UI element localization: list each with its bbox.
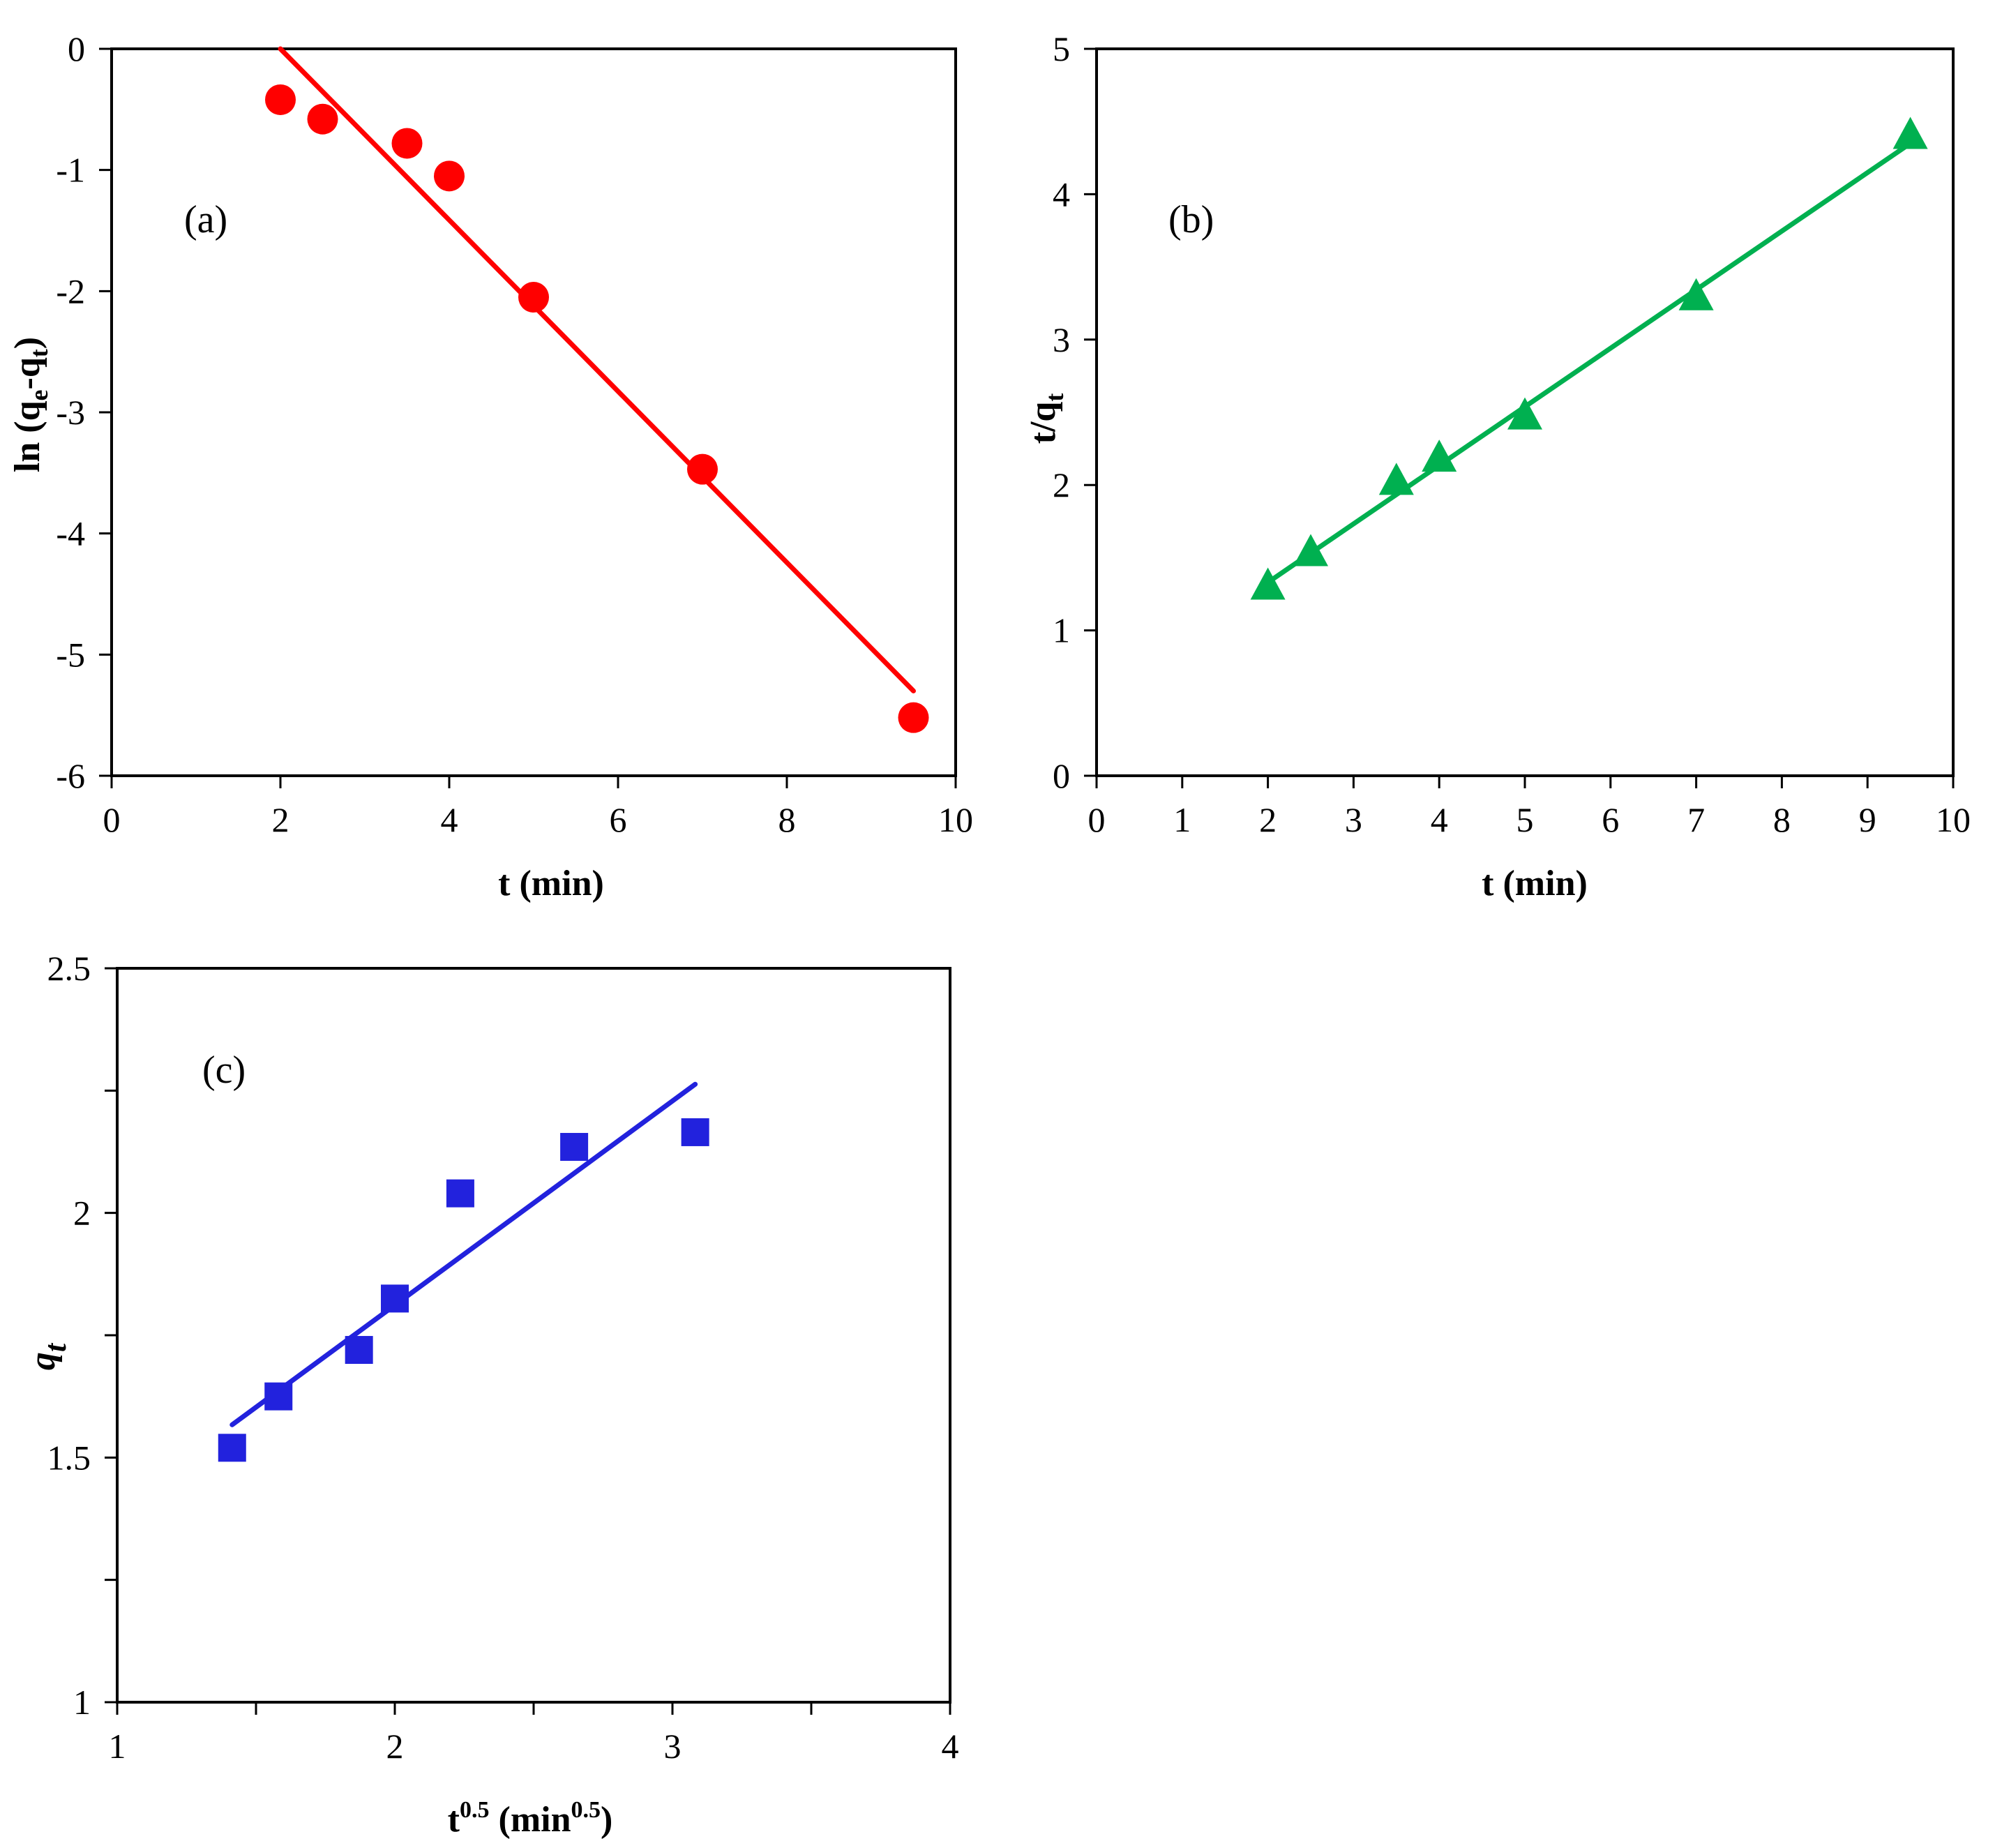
panel-c-y-tick-label: 1 bbox=[73, 1683, 91, 1722]
panel-c-y-title-sub1: t bbox=[38, 1342, 73, 1352]
panel-a-data-point bbox=[434, 160, 465, 192]
panel-a-x-tick-label: 2 bbox=[272, 800, 289, 839]
panel-c-y-tick-label: 2.5 bbox=[47, 949, 91, 988]
panel-b-data-point bbox=[1250, 567, 1286, 600]
panel-c-x-title-sup1: 0.5 bbox=[460, 1797, 490, 1823]
panel-c-data-point bbox=[381, 1284, 409, 1313]
panel-c-y-tick-label: 1.5 bbox=[47, 1438, 91, 1477]
panel-a-y-title-sub1: e bbox=[25, 389, 53, 400]
panel-b-x-tick-label: 9 bbox=[1859, 800, 1876, 839]
panel-a-label: (a) bbox=[184, 198, 227, 241]
panel-a-x-axis-title: t (min) bbox=[498, 864, 604, 903]
panel-a-data-point bbox=[518, 282, 549, 313]
panel-a-y-tick-label: -3 bbox=[56, 393, 85, 432]
panel-b-label: (b) bbox=[1168, 198, 1214, 241]
panel-b-fit-line bbox=[1265, 140, 1913, 585]
panel-a-fit-line bbox=[278, 46, 916, 693]
panel-a-y-title-main: ln (q bbox=[8, 400, 47, 472]
panel-a-x-tick-label: 0 bbox=[103, 800, 121, 839]
panel-a-frame bbox=[110, 47, 957, 777]
panel-b-x-tick-label: 6 bbox=[1602, 800, 1619, 839]
panel-b-data-point bbox=[1678, 278, 1714, 310]
panel-b-y-title-sub1: t bbox=[1041, 393, 1069, 402]
panel-b-x-tick-label: 7 bbox=[1687, 800, 1705, 839]
panel-b-plot-area: 0 1 2 3 4 5 6 7 8 9 10 0 1 2 3 4 5 bbox=[1053, 29, 1971, 839]
panel-b-y-tick-label: 3 bbox=[1053, 320, 1070, 359]
panel-b-x-tick-label: 5 bbox=[1516, 800, 1534, 839]
panel-c-y-tick-label: 2 bbox=[73, 1194, 91, 1233]
panel-a-y-title-end: ) bbox=[8, 337, 47, 349]
panel-b-y-tick-label: 1 bbox=[1053, 611, 1070, 650]
panel-a-y-tick-label: -4 bbox=[56, 514, 85, 553]
panel-a-x-tick-label: 4 bbox=[441, 800, 458, 839]
panel-a-x-tick-label: 6 bbox=[610, 800, 627, 839]
panel-c-data-point bbox=[446, 1179, 474, 1208]
panel-c-x-tick-label: 4 bbox=[942, 1727, 959, 1766]
panel-c-data-point bbox=[345, 1336, 373, 1365]
panel-c-x-tick-label: 1 bbox=[109, 1727, 126, 1766]
panel-a-y-tick-label: 0 bbox=[68, 29, 85, 68]
panel-a-y-tick-label: -6 bbox=[56, 756, 85, 795]
panel-b-x-tick-label: 0 bbox=[1088, 800, 1106, 839]
panel-c-x-title-end: ) bbox=[601, 1800, 612, 1840]
panel-b-y-tick-label: 5 bbox=[1053, 29, 1070, 68]
panel-c-fit-line bbox=[229, 1081, 698, 1427]
panel-a-x-tick-label: 8 bbox=[778, 800, 796, 839]
panel-b-y-tick-label: 2 bbox=[1053, 465, 1070, 504]
panel-a-y-axis-title: ln (qe-qt) bbox=[8, 337, 53, 472]
panel-b-x-tick-label: 2 bbox=[1259, 800, 1277, 839]
panel-c-data-point bbox=[218, 1434, 246, 1462]
panel-c-x-tick-label: 3 bbox=[664, 1727, 682, 1766]
panel-c-x-title-main: t bbox=[448, 1800, 460, 1840]
panel-a-data-point bbox=[687, 453, 718, 485]
panel-c-x-title-mid: (min bbox=[490, 1800, 571, 1840]
panel-a-y-title-sub2: t bbox=[25, 349, 53, 357]
panel-a-y-tick-label: -2 bbox=[56, 271, 85, 310]
panel-c-x-axis-title: t0.5 (min0.5) bbox=[448, 1797, 613, 1840]
panel-b: 0 1 2 3 4 5 6 7 8 9 10 0 1 2 3 4 5 (b) t (min) t/qt bbox=[1023, 29, 1971, 903]
panel-b-x-tick-label: 10 bbox=[1936, 800, 1971, 839]
panel-b-y-title-main: t/q bbox=[1023, 402, 1063, 444]
panel-b-x-tick-label: 4 bbox=[1431, 800, 1448, 839]
panel-c-y-title-main: q bbox=[23, 1352, 63, 1370]
panel-c-data-point bbox=[681, 1118, 709, 1146]
panel-a-y-tick-label: -1 bbox=[56, 151, 85, 190]
panel-a-data-point bbox=[307, 103, 338, 135]
panel-b-data-point bbox=[1507, 397, 1542, 430]
panel-b-x-tick-label: 3 bbox=[1345, 800, 1362, 839]
panel-c-plot-area: 1 2 3 4 1 1.5 2 2.5 bbox=[47, 949, 959, 1766]
panel-b-data-point bbox=[1378, 463, 1414, 495]
panel-a-plot-area: 0 2 4 6 8 10 0 -1 -2 -3 -4 -5 -6 bbox=[56, 29, 973, 839]
panel-a-data-point bbox=[898, 702, 929, 733]
panel-b-x-tick-label: 1 bbox=[1173, 800, 1191, 839]
panel-b-y-tick-label: 4 bbox=[1053, 174, 1070, 213]
panel-c-y-axis-title: qt bbox=[23, 1342, 73, 1370]
panel-a: 0 2 4 6 8 10 0 -1 -2 -3 -4 -5 -6 (a) t (min) ln (qe-… bbox=[8, 29, 973, 903]
panel-b-x-axis-title: t (min) bbox=[1482, 864, 1588, 903]
panel-b-data-point bbox=[1892, 117, 1928, 149]
panel-a-y-tick-label: -5 bbox=[56, 635, 85, 674]
panel-a-data-point bbox=[265, 84, 296, 115]
panel-c-x-title-sup2: 0.5 bbox=[571, 1797, 601, 1823]
panel-a-data-point bbox=[391, 128, 423, 159]
panel-b-data-point bbox=[1422, 440, 1457, 472]
panel-a-y-title-mid: -q bbox=[8, 357, 47, 389]
panel-c-data-point bbox=[264, 1382, 293, 1411]
panel-b-y-tick-label: 0 bbox=[1053, 756, 1070, 795]
panel-b-y-axis-title: t/qt bbox=[1023, 393, 1069, 444]
panel-c-x-tick-label: 2 bbox=[386, 1727, 404, 1766]
panel-b-data-point bbox=[1293, 534, 1328, 566]
panel-c-data-point bbox=[560, 1132, 589, 1161]
panel-c-label: (c) bbox=[202, 1049, 246, 1092]
panel-a-x-tick-label: 10 bbox=[938, 800, 973, 839]
panel-c: 1 2 3 411.522.5 (c) t0.5 (min0.5) qt bbox=[23, 949, 959, 1840]
panel-b-x-tick-label: 8 bbox=[1773, 800, 1791, 839]
